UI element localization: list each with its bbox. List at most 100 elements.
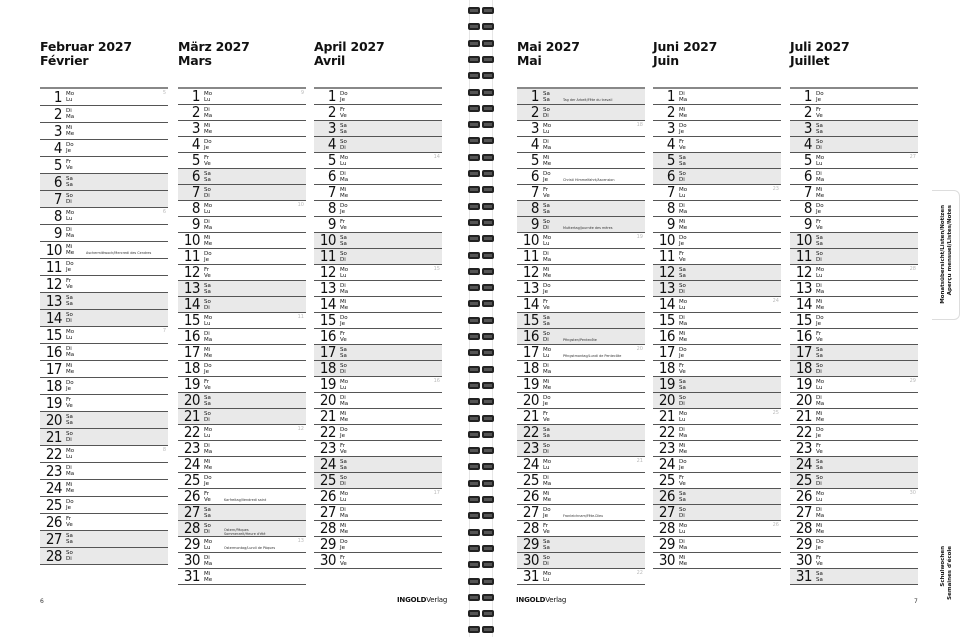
day-row[interactable]: 24 Mi Me: [178, 457, 306, 473]
day-row[interactable]: 4 Di Ma: [517, 137, 645, 153]
day-row[interactable]: 13 Di Ma: [314, 281, 442, 297]
day-row[interactable]: 9 Fr Ve: [790, 217, 918, 233]
tab-monthly-overview[interactable]: Monatsübersicht/Listen/Notizen Aperçu me…: [932, 190, 960, 320]
day-row[interactable]: 1 Do Je: [790, 89, 918, 105]
day-row[interactable]: 10 Do Je: [653, 233, 781, 249]
day-row[interactable]: 17 Mo Lu Pfingstmontag/Lundi de Pentecôte 20: [517, 345, 645, 361]
day-row[interactable]: 18 So Di: [314, 361, 442, 377]
day-row[interactable]: 13 So Di: [653, 281, 781, 297]
day-row[interactable]: 2 Fr Ve: [314, 105, 442, 121]
day-row[interactable]: 7 Mi Me: [790, 185, 918, 201]
day-row[interactable]: 22 Sa Sa: [517, 425, 645, 441]
day-row[interactable]: 25 Do Je: [178, 473, 306, 489]
day-row[interactable]: 14 Mi Me: [790, 297, 918, 313]
day-row[interactable]: 21 So Di: [178, 409, 306, 425]
day-row[interactable]: 28 Mo Lu 26: [653, 521, 781, 537]
day-row[interactable]: 23 Mi Me: [653, 441, 781, 457]
day-row[interactable]: 24 Sa Sa: [314, 457, 442, 473]
day-row[interactable]: 29 Sa Sa: [517, 537, 645, 553]
day-row[interactable]: 14 Mi Me: [314, 297, 442, 313]
day-row[interactable]: 8 Di Ma: [653, 201, 781, 217]
day-row[interactable]: 16 Mi Me: [653, 329, 781, 345]
day-row[interactable]: 4 So Di: [790, 137, 918, 153]
day-row[interactable]: 29 Do Je: [314, 537, 442, 553]
day-row[interactable]: 2 Mi Me: [653, 105, 781, 121]
day-row[interactable]: 3 Sa Sa: [790, 121, 918, 137]
day-row[interactable]: 27 Sa Sa: [178, 505, 306, 521]
day-row[interactable]: 17 Do Je: [653, 345, 781, 361]
day-row[interactable]: 6 So Di: [653, 169, 781, 185]
day-row[interactable]: 16 Fr Ve: [314, 329, 442, 345]
day-row[interactable]: 6 Di Ma: [790, 169, 918, 185]
day-row[interactable]: 25 Do Je: [40, 497, 168, 514]
day-row[interactable]: 1 Mo Lu 9: [178, 89, 306, 105]
day-row[interactable]: 1 Do Je: [314, 89, 442, 105]
day-row[interactable]: 22 Do Je: [790, 425, 918, 441]
day-row[interactable]: 30 Mi Me: [653, 553, 781, 569]
day-row[interactable]: 26 Mi Me: [517, 489, 645, 505]
day-row[interactable]: 27 Do Je Fronleichnam/Fête-Dieu: [517, 505, 645, 521]
day-row[interactable]: 18 So Di: [790, 361, 918, 377]
day-row[interactable]: 24 Mi Me: [40, 480, 168, 497]
day-row[interactable]: 8 Do Je: [790, 201, 918, 217]
day-row[interactable]: 24 Do Je: [653, 457, 781, 473]
day-row[interactable]: 14 So Di: [40, 310, 168, 327]
day-row[interactable]: 20 Sa Sa: [40, 412, 168, 429]
day-row[interactable]: 25 Fr Ve: [653, 473, 781, 489]
day-row[interactable]: 7 Mo Lu 23: [653, 185, 781, 201]
day-row[interactable]: 27 Di Ma: [314, 505, 442, 521]
day-row[interactable]: 3 Sa Sa: [314, 121, 442, 137]
day-row[interactable]: 27 Di Ma: [790, 505, 918, 521]
day-row[interactable]: 5 Mi Me: [517, 153, 645, 169]
day-row[interactable]: 5 Fr Ve: [178, 153, 306, 169]
day-row[interactable]: 15 Sa Sa: [517, 313, 645, 329]
day-row[interactable]: 24 Sa Sa: [790, 457, 918, 473]
day-row[interactable]: 31 Sa Sa: [790, 569, 918, 585]
day-row[interactable]: 12 Mo Lu 15: [314, 265, 442, 281]
day-row[interactable]: 10 Mi Me Aschermittwoch/Mercredi des Cendre…: [40, 242, 168, 259]
day-row[interactable]: 15 Do Je: [790, 313, 918, 329]
day-row[interactable]: 7 So Di: [178, 185, 306, 201]
day-row[interactable]: 15 Mo Lu 7: [40, 327, 168, 344]
day-row[interactable]: 21 So Di: [40, 429, 168, 446]
day-row[interactable]: 20 Di Ma: [790, 393, 918, 409]
day-row[interactable]: 22 Mo Lu 8: [40, 446, 168, 463]
day-row[interactable]: 19 Fr Ve: [40, 395, 168, 412]
day-row[interactable]: 22 Do Je: [314, 425, 442, 441]
day-row[interactable]: 11 So Di: [790, 249, 918, 265]
day-row[interactable]: 6 Di Ma: [314, 169, 442, 185]
day-row[interactable]: 20 So Di: [653, 393, 781, 409]
tab-school-weeks[interactable]: Schulwochen Semaines d'école: [932, 540, 960, 620]
day-row[interactable]: 16 Di Ma: [178, 329, 306, 345]
day-row[interactable]: 9 So Di Muttertag/Journée des mères: [517, 217, 645, 233]
day-row[interactable]: 14 Mo Lu 24: [653, 297, 781, 313]
day-row[interactable]: 3 Mi Me: [40, 123, 168, 140]
day-row[interactable]: 4 Fr Ve: [653, 137, 781, 153]
day-row[interactable]: 10 Sa Sa: [790, 233, 918, 249]
day-row[interactable]: 12 Fr Ve: [178, 265, 306, 281]
day-row[interactable]: 6 Sa Sa: [40, 174, 168, 191]
day-row[interactable]: 30 Fr Ve: [790, 553, 918, 569]
day-row[interactable]: 27 Sa Sa: [40, 531, 168, 548]
day-row[interactable]: 9 Di Ma: [40, 225, 168, 242]
day-row[interactable]: 25 Di Ma: [517, 473, 645, 489]
day-row[interactable]: 29 Di Ma: [653, 537, 781, 553]
day-row[interactable]: 13 Di Ma: [790, 281, 918, 297]
day-row[interactable]: 20 Do Je: [517, 393, 645, 409]
day-row[interactable]: 26 Fr Ve Karfreitag/Vendredi saint: [178, 489, 306, 505]
day-row[interactable]: 2 Fr Ve: [790, 105, 918, 121]
day-row[interactable]: 26 Sa Sa: [653, 489, 781, 505]
day-row[interactable]: 19 Mi Me: [517, 377, 645, 393]
day-row[interactable]: 23 Fr Ve: [314, 441, 442, 457]
day-row[interactable]: 12 Fr Ve: [40, 276, 168, 293]
day-row[interactable]: 31 Mo Lu 22: [517, 569, 645, 585]
day-row[interactable]: 17 Mi Me: [178, 345, 306, 361]
day-row[interactable]: 3 Do Je: [653, 121, 781, 137]
day-row[interactable]: 6 Do Je Christi Himmelfahrt/Ascension: [517, 169, 645, 185]
day-row[interactable]: 29 Do Je: [790, 537, 918, 553]
day-row[interactable]: 14 Fr Ve: [517, 297, 645, 313]
day-row[interactable]: 1 Mo Lu 5: [40, 89, 168, 106]
day-row[interactable]: 13 Do Je: [517, 281, 645, 297]
day-row[interactable]: 2 So Di: [517, 105, 645, 121]
day-row[interactable]: 9 Fr Ve: [314, 217, 442, 233]
